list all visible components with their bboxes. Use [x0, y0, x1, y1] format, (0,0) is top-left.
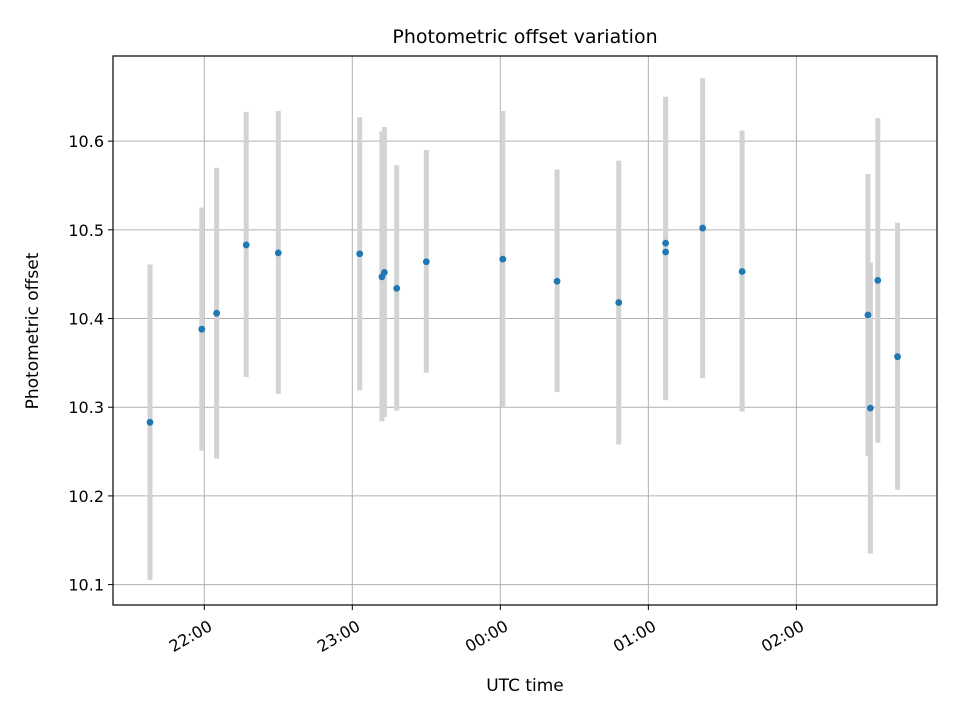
data-point [699, 224, 707, 232]
data-point [146, 418, 154, 426]
data-point [213, 309, 221, 317]
data-point [553, 277, 561, 285]
y-axis: 10.1 10.2 10.3 10.4 10.5 10.6 [68, 132, 113, 595]
data-point [874, 276, 882, 284]
data-point [864, 311, 872, 319]
x-axis-label: UTC time [486, 676, 564, 696]
data-point [615, 299, 623, 306]
data-point [738, 268, 746, 275]
data-point [380, 269, 388, 276]
data-point [198, 325, 206, 333]
y-tick-label: 10.3 [68, 398, 104, 417]
data-point [356, 250, 364, 258]
data-point [274, 249, 282, 257]
y-tick-label: 10.2 [68, 487, 104, 506]
y-tick-label: 10.6 [68, 132, 104, 151]
chart-title: Photometric offset variation [392, 26, 657, 48]
data-point [894, 353, 901, 361]
y-tick-label: 10.4 [68, 310, 104, 329]
y-tick-label: 10.5 [68, 221, 104, 240]
plot-frame [112, 55, 938, 606]
data-point [422, 258, 430, 266]
data-point [242, 241, 250, 249]
y-axis-label: Photometric offset [23, 252, 43, 409]
data-point [662, 248, 670, 256]
data-point [393, 284, 401, 292]
y-tick-label: 10.1 [68, 576, 104, 595]
data-point [866, 404, 874, 412]
data-point [662, 239, 670, 247]
data-point [499, 255, 507, 263]
data-points [146, 224, 901, 426]
